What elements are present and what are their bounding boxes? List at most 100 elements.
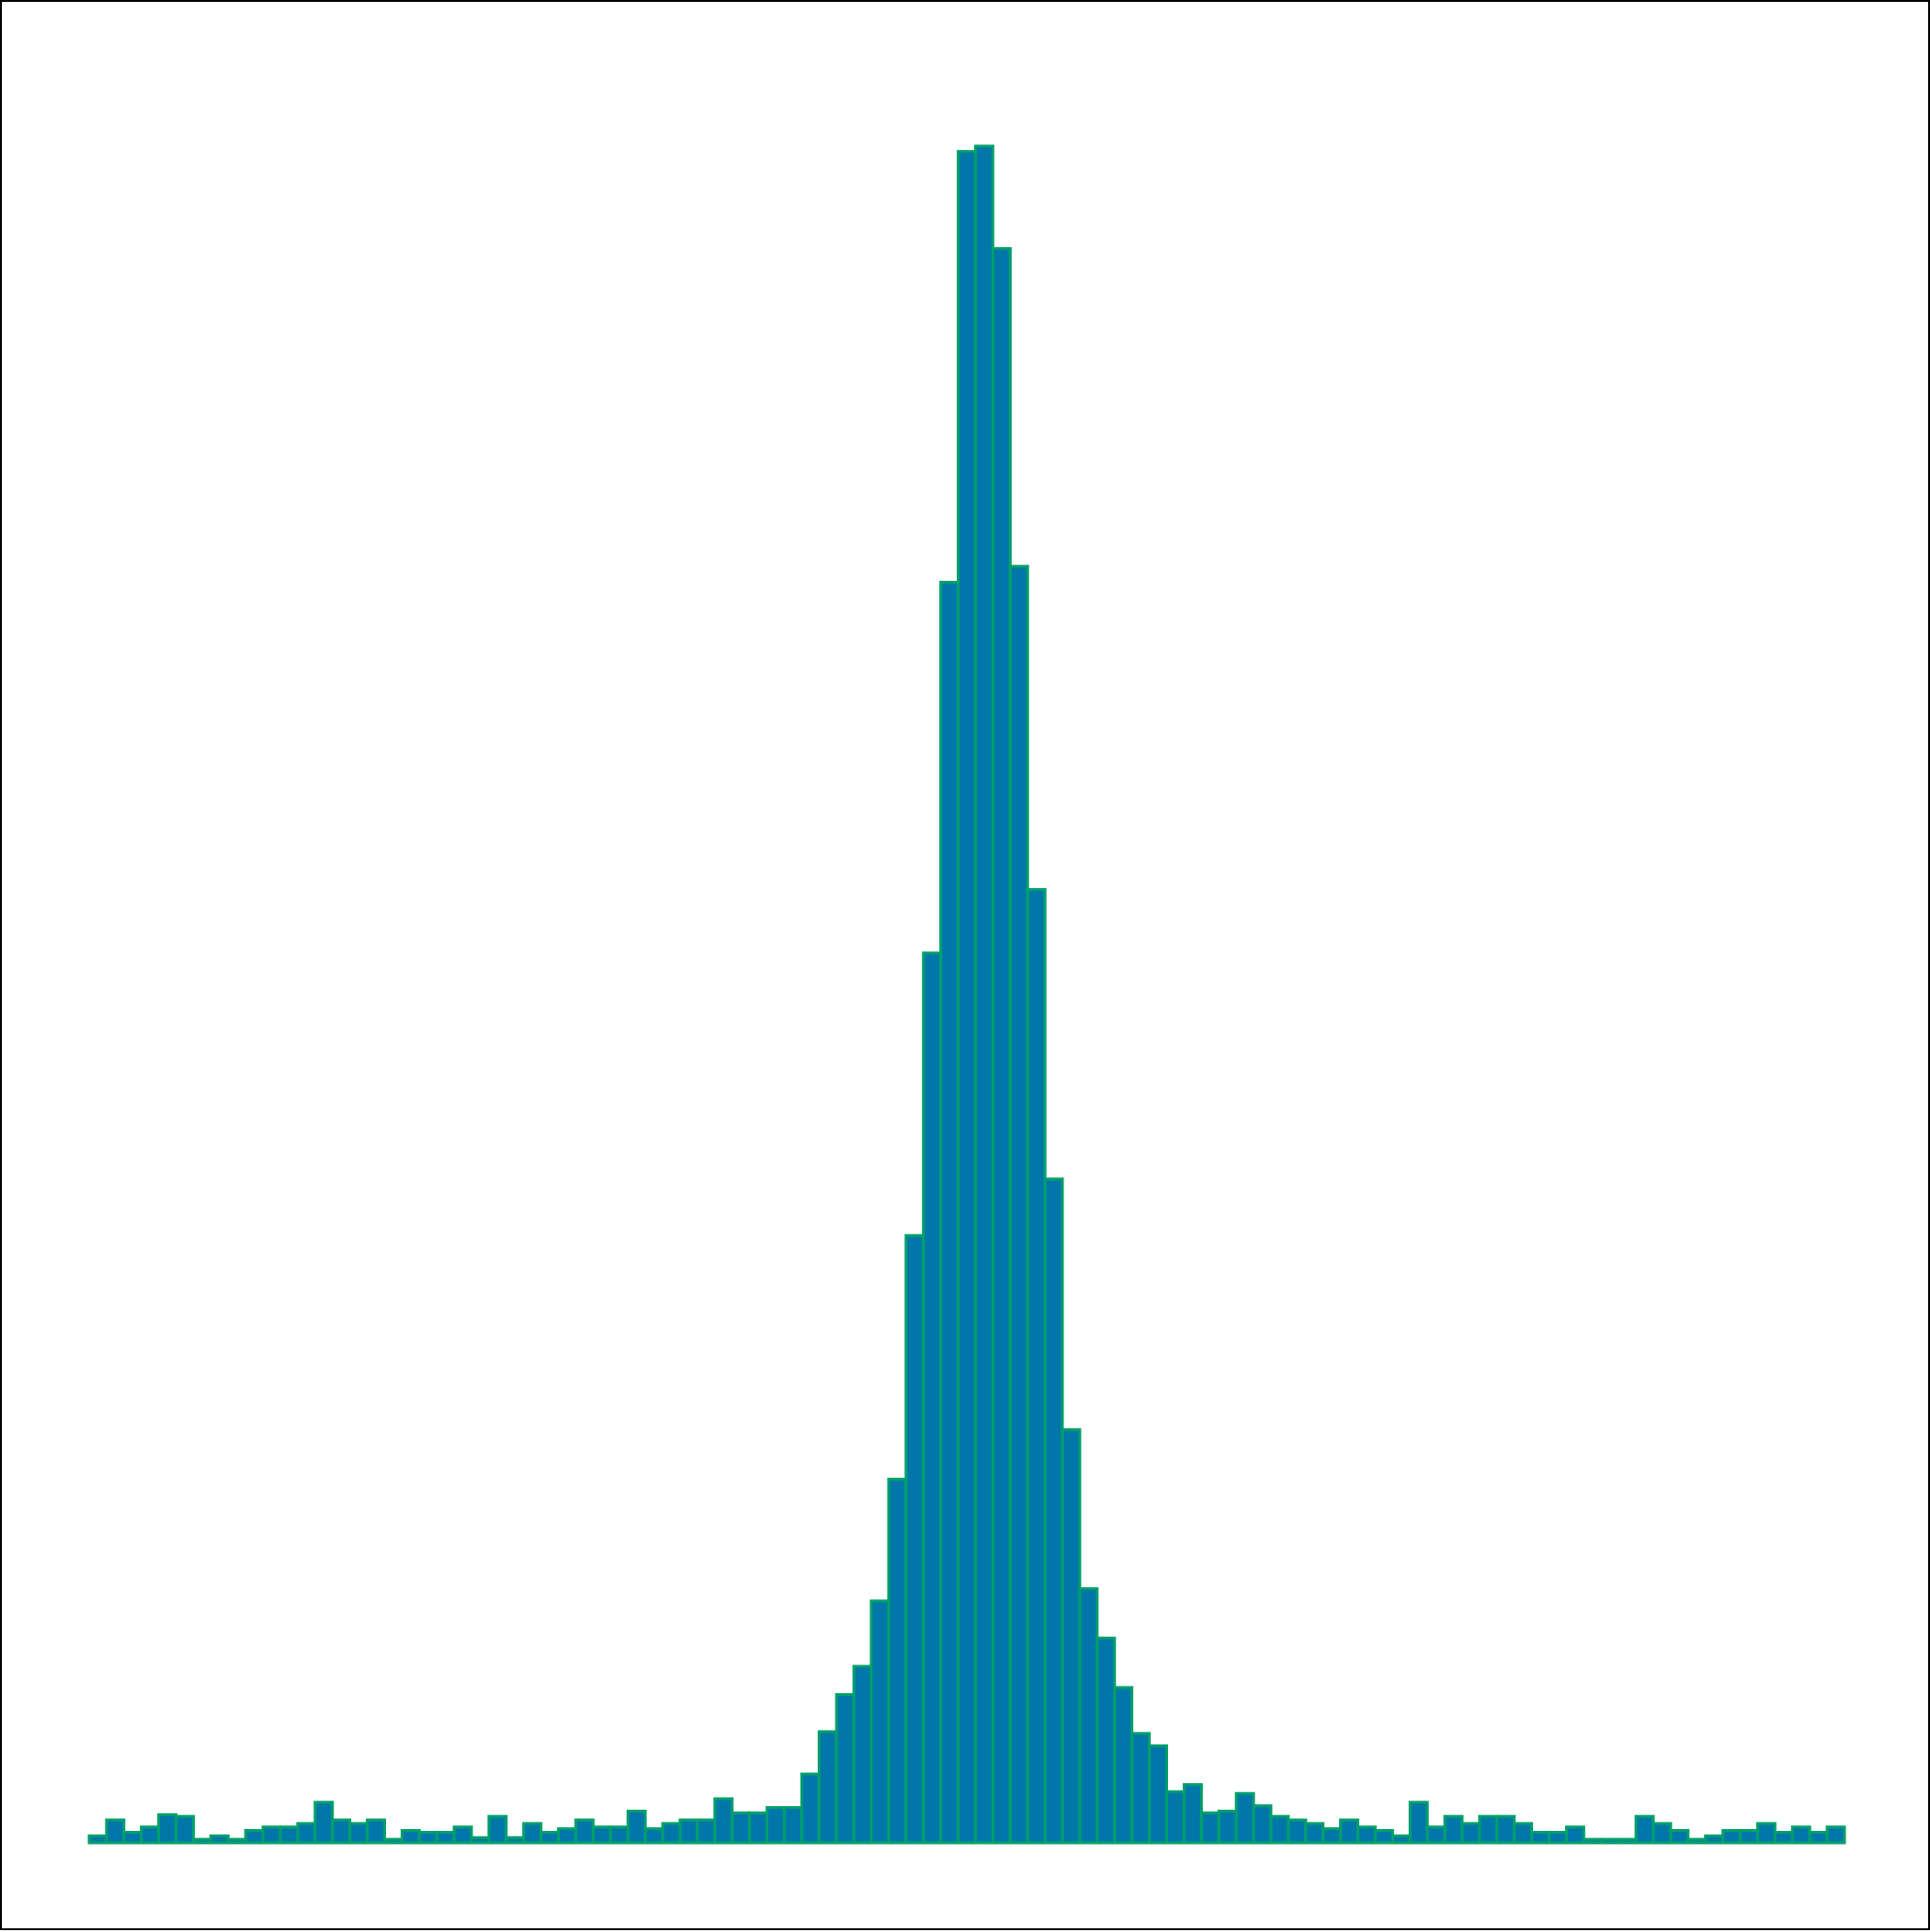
histogram-bar [209,1834,230,1845]
histogram-bar [1373,1829,1394,1845]
histogram-bar [1739,1829,1759,1845]
histogram-bar [435,1830,456,1845]
histogram-bar [1287,1818,1308,1845]
histogram-bar [1808,1830,1829,1845]
histogram-bar [1391,1834,1412,1845]
histogram-bar [1008,564,1029,1845]
histogram-bar [452,1825,473,1845]
histogram-bar [1357,1825,1377,1845]
histogram-bar [1322,1827,1343,1845]
histogram-bar [939,580,960,1845]
histogram-bar [869,1599,891,1845]
histogram-bar [1548,1830,1568,1845]
histogram-bar [244,1829,265,1845]
histogram-bar [522,1822,543,1845]
histogram-bar [296,1822,317,1845]
histogram-bar [1425,1825,1447,1845]
histogram-bar [1478,1814,1499,1845]
histogram-bar [470,1835,491,1845]
histogram-bar [313,1801,335,1845]
histogram-bar [1755,1822,1777,1845]
histogram-bar [782,1806,803,1845]
histogram-bar [175,1814,195,1845]
histogram-bar [1078,1586,1099,1845]
histogram-bar [1113,1686,1134,1845]
histogram-bar [817,1730,838,1845]
histogram-bar [991,246,1012,1845]
histogram-bar [1026,888,1047,1845]
histogram-bar [1513,1822,1534,1845]
histogram-bar [1252,1804,1273,1845]
histogram-bar [1199,1811,1220,1845]
histogram-bar [1825,1825,1846,1845]
histogram-bar [1217,1809,1238,1845]
histogram-bar [1408,1801,1429,1845]
histogram-bar [766,1806,786,1845]
histogram-bar [922,951,943,1845]
histogram-bar [1096,1636,1117,1845]
histogram-bar [608,1825,630,1845]
histogram-bar [278,1825,300,1845]
histogram-bar [226,1837,247,1845]
histogram-bar [1530,1830,1551,1845]
histogram-bar [1582,1837,1603,1845]
histogram-bar [331,1818,352,1845]
histogram-bar [539,1830,561,1845]
histogram-bar [400,1829,421,1845]
histogram-bar [1599,1837,1620,1845]
histogram-bar [1339,1818,1359,1845]
histogram-bar [1686,1837,1708,1845]
histogram-bar [261,1825,282,1845]
histogram-bar [191,1837,212,1845]
histogram-bar [696,1818,717,1845]
histogram-bar [1564,1825,1585,1845]
histogram-bar [748,1811,769,1845]
histogram-bar [157,1813,178,1845]
histogram-bar [1304,1822,1325,1845]
histogram-bar [713,1797,734,1845]
histogram-bar [122,1830,143,1845]
histogram-bar [1460,1822,1482,1845]
histogram-bar [574,1818,595,1845]
histogram-bar [417,1830,438,1845]
histogram-bar [800,1772,821,1845]
histogram-bar [505,1835,526,1845]
histogram-bar [1773,1830,1794,1845]
histogram-bar [1617,1837,1638,1845]
histogram-bar [957,150,977,1845]
histogram-bar [834,1693,856,1845]
histogram-bar [382,1837,403,1845]
histogram-bar [661,1822,682,1845]
histogram-bar [366,1818,386,1845]
histogram-bar [105,1818,126,1845]
histogram-bar [731,1811,752,1845]
histogram-bar [1234,1791,1255,1845]
histogram-bar [1669,1829,1690,1845]
bars-group [87,144,1846,1845]
histogram-bar [1634,1814,1655,1845]
histogram-bar [973,144,994,1845]
histogram-bar [591,1825,612,1845]
histogram-bar [904,1233,925,1845]
histogram-bar [1182,1783,1203,1845]
histogram-bar [1061,1427,1082,1845]
histogram-bar [852,1665,873,1845]
histogram-bar [1443,1814,1464,1845]
histogram-bar [1130,1732,1152,1845]
histogram-bar [678,1818,699,1845]
histogram-bar [643,1827,664,1845]
histogram-bar [487,1814,508,1845]
histogram-bar [887,1477,908,1845]
histogram-bar [557,1827,578,1845]
histogram-bar [1495,1814,1516,1845]
histogram-bar [1721,1829,1743,1845]
histogram-bar [1790,1825,1811,1845]
histogram-bar [1652,1822,1673,1845]
histogram-bar [1043,1177,1064,1845]
histogram-bar [87,1834,108,1845]
histogram-bar [140,1825,161,1845]
histogram-bar [1704,1834,1725,1845]
histogram-bar [1164,1790,1186,1845]
